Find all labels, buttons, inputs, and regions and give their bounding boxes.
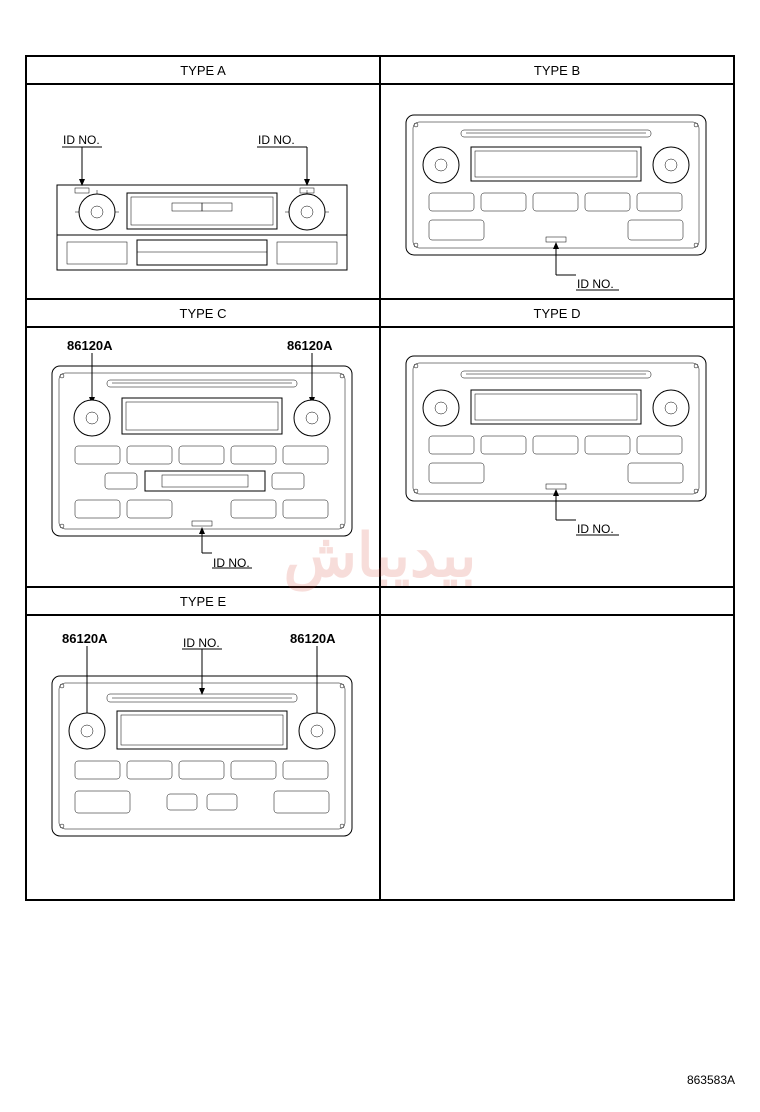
cell-type-a: ID NO. ID NO.	[26, 84, 380, 299]
header-type-c: TYPE C	[26, 299, 380, 327]
radio-c-svg	[27, 328, 382, 588]
header-type-b: TYPE B	[380, 56, 734, 84]
header-type-a: TYPE A	[26, 56, 380, 84]
diagram-grid: TYPE A TYPE B ID NO. ID NO.	[25, 55, 735, 901]
cell-type-c: 86120A 86120A ID NO.	[26, 327, 380, 587]
header-type-d: TYPE D	[380, 299, 734, 327]
radio-a-svg	[27, 85, 382, 300]
cell-type-b: ID NO.	[380, 84, 734, 299]
header-empty	[380, 587, 734, 615]
cell-type-d: ID NO.	[380, 327, 734, 587]
cell-empty	[380, 615, 734, 900]
radio-b-svg	[381, 85, 736, 300]
cell-type-e: 86120A 86120A ID NO.	[26, 615, 380, 900]
footer-code: 863583A	[687, 1073, 735, 1087]
radio-e-svg	[27, 616, 382, 901]
radio-d-svg	[381, 328, 736, 588]
header-type-e: TYPE E	[26, 587, 380, 615]
